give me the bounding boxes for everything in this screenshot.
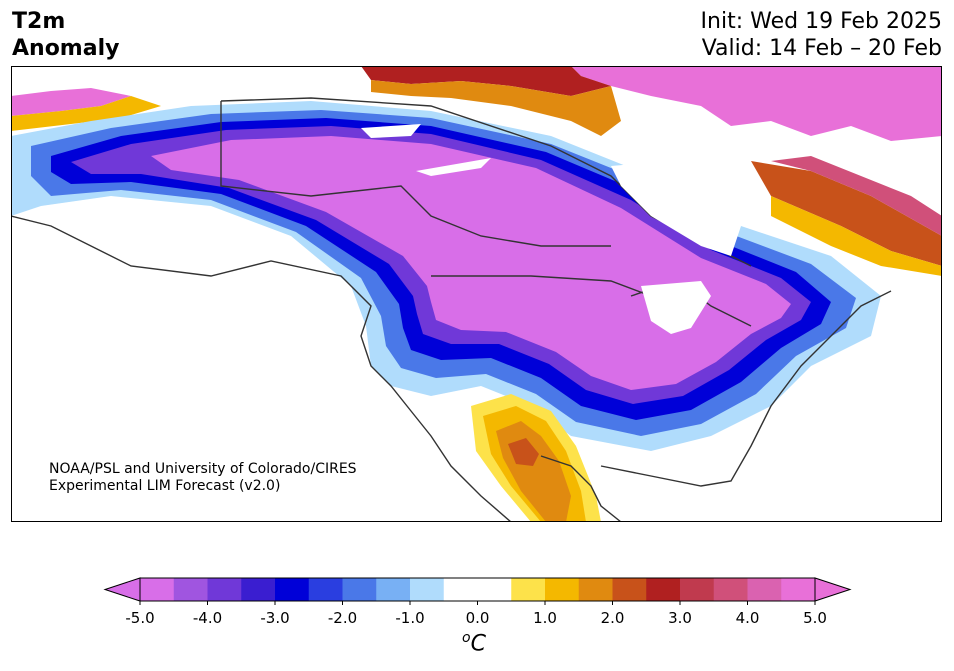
colorbar-tick-label: 0.0: [466, 609, 490, 627]
colorbar-segment: [173, 578, 208, 601]
credit-line-2: Experimental LIM Forecast (v2.0): [49, 478, 281, 494]
map-panel[interactable]: [11, 66, 942, 522]
colorbar-tick-label: 5.0: [803, 609, 827, 627]
arctic-red-band: [361, 66, 611, 96]
arctic-orange-band: [371, 80, 621, 136]
colorbar-tick-label: -3.0: [260, 609, 289, 627]
colorbar-tick-label: 4.0: [736, 609, 760, 627]
colorbar-segment: [342, 578, 377, 601]
hudson-lakes: [361, 124, 421, 138]
colorbar-under-arrow: [103, 577, 141, 602]
alaska-yellow-strip: [11, 96, 161, 131]
colorbar-segment: [612, 578, 647, 601]
colorbar-segment: [713, 578, 748, 601]
hudson-bay: [611, 161, 741, 256]
colorbar-segment: [545, 578, 580, 601]
credit-line-1: NOAA/PSL and University of Colorado/CIRE…: [49, 461, 357, 477]
colorbar-tick-label: 3.0: [668, 609, 692, 627]
alaska-warm-strip: [11, 88, 131, 116]
colorbar-segment: [511, 578, 546, 601]
credit-text: NOAA/PSL and University of Colorado/CIRE…: [49, 461, 357, 495]
cold-core-purple: [151, 136, 791, 390]
colorbar-segment: [140, 578, 175, 601]
colorbar-svg: -5.0 -4.0 -3.0 -2.0 -1.0 0.0 1.0 2.0 3.0 4.0 5.0: [103, 577, 852, 627]
map-border: [11, 66, 942, 522]
colorbar-tick-label: -2.0: [328, 609, 357, 627]
labrador-yellow-band: [771, 196, 942, 276]
valid-range: Valid: 14 Feb – 20 Feb: [701, 36, 942, 61]
mexico-hotspot: [508, 438, 539, 466]
chart-title: T2m Anomaly: [12, 8, 119, 62]
colorbar-segment: [443, 578, 478, 601]
colorbar-segment: [646, 578, 681, 601]
init-date: Init: Wed 19 Feb 2025: [700, 9, 942, 34]
unit-celsius: C: [470, 631, 486, 657]
greenland-warm-region: [571, 66, 942, 141]
great-slave-lake: [416, 158, 491, 176]
unit-degree: o: [462, 630, 471, 646]
unit-label: oC: [462, 630, 486, 656]
colorbar-segment: [477, 578, 512, 601]
anomaly-map: [11, 66, 942, 522]
colorbar-tick-label: -4.0: [193, 609, 222, 627]
colorbar-segment: [781, 578, 816, 601]
colorbar-tick-label: -1.0: [395, 609, 424, 627]
colorbar-tick-label: 1.0: [533, 609, 557, 627]
forecast-dates: Init: Wed 19 Feb 2025 Valid: 14 Feb – 20…: [701, 8, 942, 62]
colorbar-segment: [680, 578, 715, 601]
colorbar-segment: [410, 578, 445, 601]
colorbar-segment: [241, 578, 276, 601]
colorbar: -5.0 -4.0 -3.0 -2.0 -1.0 0.0 1.0 2.0 3.0 4.0 5.0: [0, 566, 954, 671]
title-line-1: T2m: [12, 9, 66, 34]
colorbar-tick-label: -5.0: [125, 609, 154, 627]
colorbar-tick-label: 2.0: [601, 609, 625, 627]
great-lakes: [641, 281, 711, 334]
colorbar-segment: [275, 578, 310, 601]
colorbar-segment: [747, 578, 782, 601]
labrador-warm-band: [751, 161, 942, 266]
colorbar-over-arrow: [814, 577, 852, 602]
title-line-2: Anomaly: [12, 36, 120, 61]
colorbar-segment: [308, 578, 343, 601]
colorbar-segment: [376, 578, 411, 601]
colorbar-segment: [578, 578, 613, 601]
colorbar-segment: [207, 578, 242, 601]
labrador-magenta: [771, 156, 942, 236]
